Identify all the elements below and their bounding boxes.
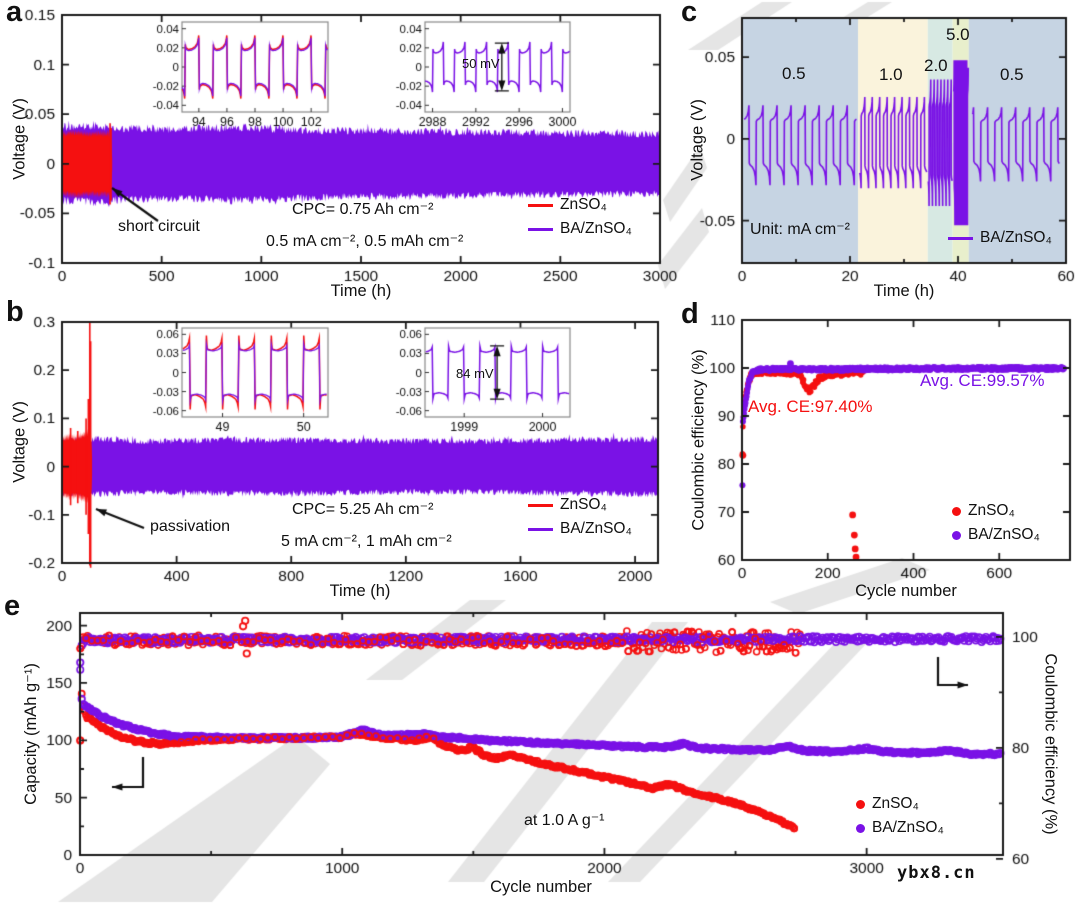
legend-item-znso4: ZnSO₄ <box>528 496 632 514</box>
panel-e-x-axis-title: Cycle number <box>490 878 592 896</box>
panel-b-cpc-annotation: CPC= 5.25 Ah cm⁻² <box>292 501 434 518</box>
legend-item-ba-znso4: BA/ZnSO₄ <box>528 220 632 238</box>
panel-d-y-axis-title: Coulombic efficiency (%) <box>689 349 708 531</box>
legend-item-ba-znso4: BA/ZnSO₄ <box>528 520 632 538</box>
panel-a-legend: ZnSO₄ BA/ZnSO₄ <box>528 196 632 238</box>
panel-c-rate-0.5b-label: 0.5 <box>1000 65 1024 84</box>
panel-a-x-axis-title: Time (h) <box>330 282 392 300</box>
legend-item-znso4: ZnSO₄ <box>856 795 944 813</box>
panel-label-a: a <box>6 0 23 28</box>
legend-label: BA/ZnSO₄ <box>980 229 1052 246</box>
panel-b-x-axis-title: Time (h) <box>329 582 391 600</box>
panel-e-left-y-axis-title: Capacity (mAh g⁻¹) <box>22 663 40 805</box>
panel-e-rate-annotation: at 1.0 A g⁻¹ <box>524 812 605 829</box>
panel-label-d: d <box>681 298 699 330</box>
legend-item-znso4: ZnSO₄ <box>952 502 1040 520</box>
panel-d-x-axis-title: Cycle number <box>855 582 957 600</box>
panel-b-passivation-annotation: passivation <box>150 518 231 535</box>
legend-label: BA/ZnSO₄ <box>560 520 632 537</box>
panel-b-legend: ZnSO₄ BA/ZnSO₄ <box>528 496 632 538</box>
panel-a-cpc-annotation: CPC= 0.75 Ah cm⁻² <box>292 201 434 218</box>
panel-a-short-circuit-annotation: short circuit <box>118 218 200 235</box>
legend-item-ba-znso4: BA/ZnSO₄ <box>856 819 944 837</box>
panel-label-e: e <box>4 590 21 622</box>
legend-line-red <box>528 203 553 207</box>
legend-label: ZnSO₄ <box>560 196 607 213</box>
panel-d-avg-ce-purple: Avg. CE:99.57% <box>920 371 1045 390</box>
legend-dot-red <box>952 506 961 516</box>
panel-e-right-y-axis-title: Coulombic efficiency (%) <box>1041 653 1060 835</box>
panel-c-rate-0.5-label: 0.5 <box>782 64 806 83</box>
panel-c-y-axis-title: Voltage (V) <box>688 99 707 181</box>
legend-label: ZnSO₄ <box>968 502 1015 519</box>
panel-c-rate-1.0-label: 1.0 <box>879 65 903 84</box>
panel-label-b: b <box>6 296 24 328</box>
legend-label: ZnSO₄ <box>872 795 919 812</box>
panel-c-legend: BA/ZnSO₄ <box>948 229 1052 247</box>
panel-a-rate-annotation: 0.5 mA cm⁻², 0.5 mAh cm⁻² <box>266 233 464 250</box>
legend-dot-purple <box>856 823 865 833</box>
legend-dot-purple <box>952 530 961 540</box>
panel-b-y-axis-title: Voltage (V) <box>10 401 29 483</box>
legend-dot-red <box>856 799 865 809</box>
legend-label: ZnSO₄ <box>560 496 607 513</box>
legend-line-red <box>528 503 553 507</box>
legend-line-purple <box>948 236 973 240</box>
legend-label: BA/ZnSO₄ <box>872 819 944 836</box>
panel-a-inset-measure-label: 50 mV <box>462 56 500 71</box>
panel-c-x-axis-title: Time (h) <box>873 282 935 300</box>
panel-d-avg-ce-red: Avg. CE:97.40% <box>748 397 873 416</box>
panel-c-rate-5.0-label: 5.0 <box>946 25 970 44</box>
panel-b-rate-annotation: 5 mA cm⁻², 1 mAh cm⁻² <box>281 533 452 550</box>
panel-d-legend: ZnSO₄ BA/ZnSO₄ <box>952 502 1040 544</box>
legend-label: BA/ZnSO₄ <box>560 220 632 237</box>
panel-c-rate-2.0-label: 2.0 <box>924 56 948 75</box>
legend-line-purple <box>528 527 553 531</box>
legend-item-ba-znso4: BA/ZnSO₄ <box>948 229 1052 247</box>
panel-label-c: c <box>681 0 698 28</box>
panel-c-unit-annotation: Unit: mA cm⁻² <box>750 221 851 238</box>
panel-b-inset-measure-label: 84 mV <box>456 366 494 381</box>
legend-item-ba-znso4: BA/ZnSO₄ <box>952 526 1040 544</box>
site-watermark: ybx8.cn <box>897 863 976 883</box>
legend-item-znso4: ZnSO₄ <box>528 196 632 214</box>
panel-e-legend: ZnSO₄ BA/ZnSO₄ <box>856 795 944 837</box>
legend-line-purple <box>528 227 553 231</box>
legend-label: BA/ZnSO₄ <box>968 526 1040 543</box>
panel-a-y-axis-title: Voltage (V) <box>10 98 29 180</box>
